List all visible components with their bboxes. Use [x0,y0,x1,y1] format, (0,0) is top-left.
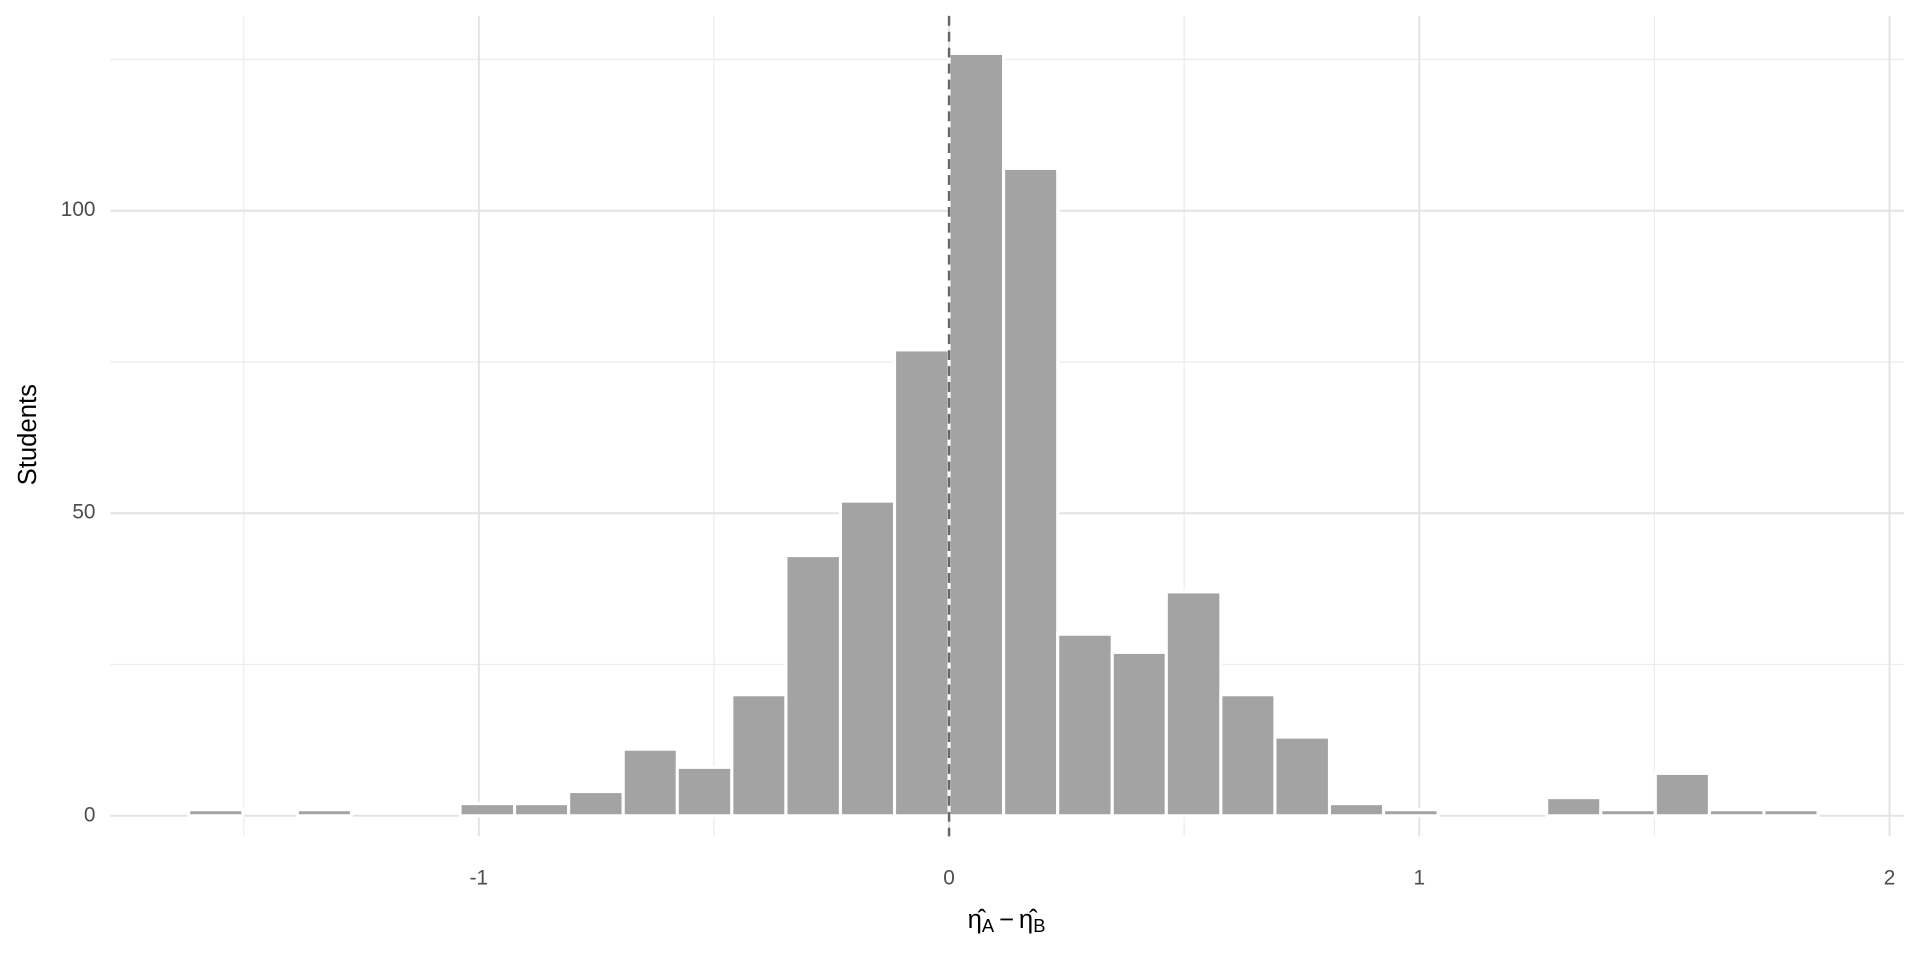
bar [1382,808,1440,818]
x-axis-title-part: A [982,915,995,936]
x-tick-label: 1 [1413,867,1425,890]
bar [187,808,245,818]
y-tick-label: 0 [84,803,96,826]
bar [295,808,353,818]
bar [1219,693,1277,818]
bar [784,554,842,818]
bar [730,693,788,818]
bar [1273,735,1332,818]
x-tick-label: -1 [470,867,489,890]
bar [1327,802,1386,818]
bar [1545,796,1603,818]
bar [838,499,897,818]
bar [1653,771,1711,818]
bars [187,51,1820,818]
axes: -1 0 1 2 0 50 100 [61,15,1896,890]
bar [892,348,951,818]
bar [1164,590,1223,818]
y-tick-label: 100 [61,198,96,221]
bar [947,51,1006,818]
bar [1599,808,1657,818]
bar [1056,632,1114,818]
bar [458,802,517,818]
x-axis-title-part: − [999,906,1014,934]
bar [1110,650,1168,818]
y-tick-label: 50 [72,501,95,524]
x-axis-title-part: B [1033,915,1045,936]
bar [567,790,625,818]
y-axis-title: Students [14,384,42,485]
bar [1762,808,1820,818]
x-tick-label: 0 [943,867,955,890]
bar [1707,808,1766,818]
bar [513,802,571,818]
x-axis-title: η̂A − η̂B [968,906,1046,936]
bar [1002,166,1060,818]
bar [675,765,734,818]
x-tick-label: 2 [1884,867,1896,890]
bar [621,747,679,818]
